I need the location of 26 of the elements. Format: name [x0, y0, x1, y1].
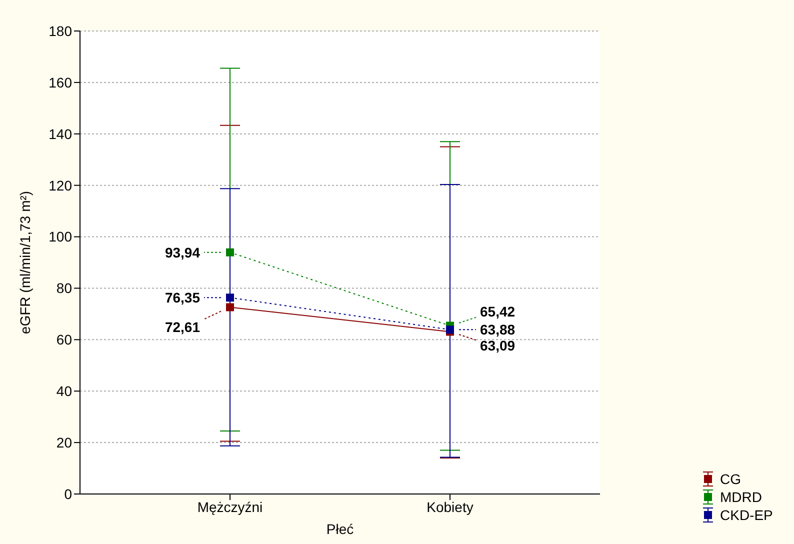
legend-label: CG — [720, 471, 741, 487]
data-label: 63,09 — [480, 338, 516, 354]
x-tick-label: Mężczyźni — [197, 498, 263, 515]
y-tick-label: 60 — [56, 332, 72, 348]
y-tick-label: 100 — [48, 228, 72, 245]
y-tick-label: 0 — [64, 486, 72, 502]
data-label: 65,42 — [480, 304, 516, 320]
data-label: 93,94 — [164, 244, 200, 260]
x-axis-title: Płeć — [326, 521, 354, 537]
point — [226, 248, 234, 256]
y-tick-label: 20 — [56, 434, 72, 451]
y-tick-label: 80 — [56, 280, 72, 296]
y-tick-label: 160 — [48, 74, 72, 90]
legend-label: MDRD — [720, 489, 762, 505]
point — [226, 294, 234, 302]
data-label: 76,35 — [164, 290, 200, 306]
y-tick-label: 180 — [48, 22, 72, 39]
y-axis-title: eGFR (ml/min/1,73 m²) — [16, 190, 33, 334]
x-tick-label: Kobiety — [426, 498, 474, 515]
y-tick-label: 120 — [48, 177, 72, 194]
legend-label: CKD-EP — [720, 507, 773, 523]
y-tick-label: 140 — [48, 126, 72, 142]
y-tick-label: 40 — [56, 383, 72, 400]
data-label: 63,88 — [480, 322, 516, 338]
point — [226, 303, 234, 312]
data-label: 72,61 — [164, 319, 200, 336]
